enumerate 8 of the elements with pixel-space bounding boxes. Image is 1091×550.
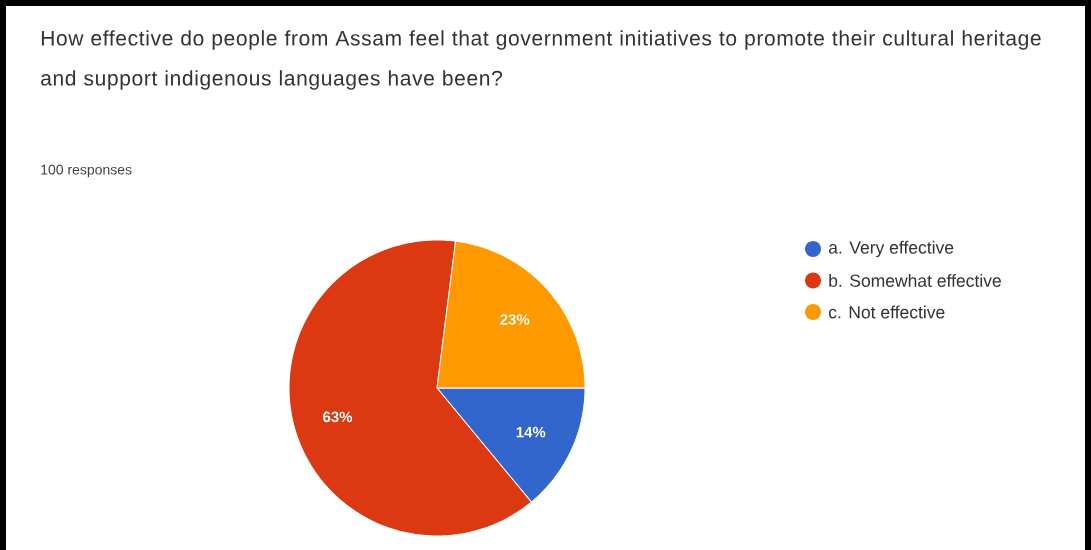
data-label: 14% xyxy=(516,426,546,438)
legend-label: b. Somewhat effective xyxy=(829,274,1001,287)
chart-title: How effective do people from Assam feel that government initiatives to promote their cultural heritage and support indigenous languages have been? xyxy=(41,30,1041,90)
legend-label: a. Very effective xyxy=(828,240,954,258)
data-label: 63% xyxy=(323,411,353,423)
data-label: 23% xyxy=(500,314,530,325)
legend-label: c. Not effective xyxy=(828,305,945,319)
text: 100 responses xyxy=(41,164,132,178)
